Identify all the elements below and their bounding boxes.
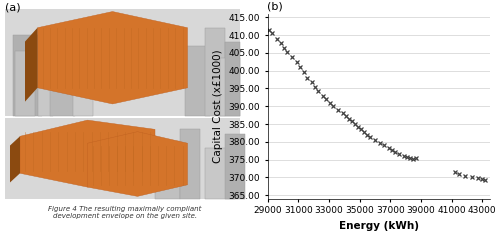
Text: Figure 4 The resulting maximally compliant
development envelope on the given sit: Figure 4 The resulting maximally complia…	[48, 206, 202, 219]
FancyBboxPatch shape	[225, 134, 245, 199]
FancyBboxPatch shape	[155, 141, 180, 199]
Polygon shape	[25, 28, 38, 102]
Polygon shape	[38, 12, 188, 104]
FancyBboxPatch shape	[38, 46, 52, 116]
Text: (b): (b)	[268, 2, 283, 12]
FancyBboxPatch shape	[12, 35, 42, 116]
FancyBboxPatch shape	[5, 9, 240, 116]
Y-axis label: Capital Cost (x£1000): Capital Cost (x£1000)	[212, 49, 222, 163]
FancyBboxPatch shape	[220, 58, 240, 116]
FancyBboxPatch shape	[180, 129, 200, 199]
FancyBboxPatch shape	[72, 58, 92, 116]
FancyBboxPatch shape	[225, 42, 240, 116]
FancyBboxPatch shape	[15, 51, 35, 116]
Polygon shape	[20, 120, 155, 187]
X-axis label: Energy (kWh): Energy (kWh)	[339, 221, 419, 231]
FancyBboxPatch shape	[205, 148, 235, 199]
Text: (a): (a)	[5, 2, 20, 12]
Polygon shape	[88, 132, 188, 196]
FancyBboxPatch shape	[185, 46, 210, 116]
Polygon shape	[10, 136, 20, 182]
FancyBboxPatch shape	[5, 118, 240, 199]
FancyBboxPatch shape	[50, 28, 75, 116]
FancyBboxPatch shape	[205, 28, 225, 116]
